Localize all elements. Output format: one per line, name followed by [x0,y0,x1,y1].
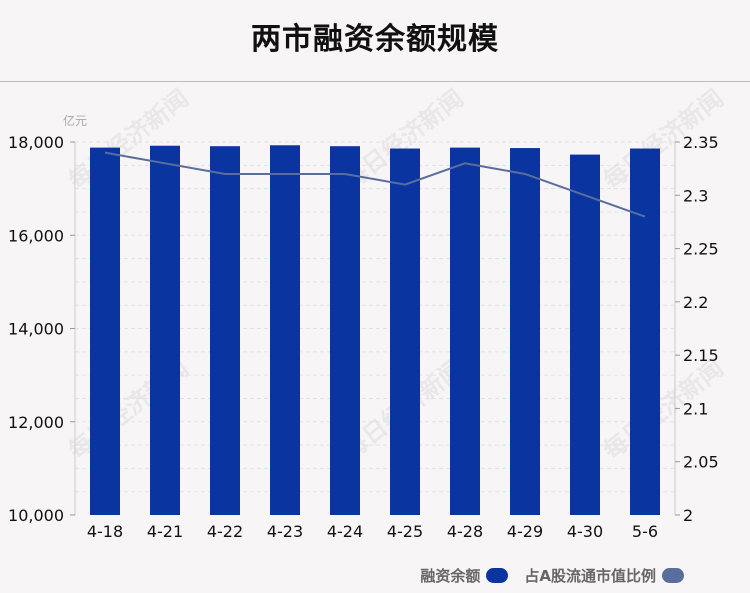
bar [630,148,660,515]
legend-item-ratio: 占A股流通市值比例 [524,565,684,586]
x-tick-label: 4-23 [267,522,303,541]
bar [450,147,480,515]
bar [330,146,360,516]
legend-label-ratio: 占A股流通市值比例 [524,566,656,585]
y-tick-label: 14,000 [8,320,64,339]
legend-item-balance: 融资余额 [420,565,509,586]
y2-tick-label: 2.25 [683,240,719,259]
chart-title: 两市融资余额规模 [251,22,499,57]
y2-tick-label: 2.2 [683,293,708,312]
y-tick-label: 16,000 [8,226,64,245]
y-tick-label: 12,000 [8,413,64,432]
y-axis-unit: 亿元 [63,113,87,128]
x-tick-label: 4-30 [567,522,603,541]
bar [510,148,540,515]
x-tick-label: 5-6 [632,522,658,541]
y2-tick-label: 2.05 [683,453,719,472]
y2-tick-label: 2.15 [683,346,719,365]
x-tick-label: 4-21 [147,522,183,541]
legend-swatch-ratio [662,567,684,583]
x-tick-label: 4-25 [387,522,423,541]
legend: 融资余额 占A股流通市值比例 [404,563,684,587]
x-tick-label: 4-29 [507,522,543,541]
y2-tick-label: 2 [683,506,693,525]
title-divider [0,81,750,82]
bar [150,145,180,516]
bar [570,154,600,515]
x-tick-label: 4-22 [207,522,243,541]
x-tick-label: 4-18 [87,522,123,541]
x-tick-label: 4-28 [447,522,483,541]
x-tick-label: 4-24 [327,522,363,541]
ratio-line [104,151,646,218]
bar [390,148,420,515]
legend-swatch-balance [486,567,509,583]
y2-tick-label: 2.3 [683,186,708,205]
bar [90,147,120,515]
legend-label-balance: 融资余额 [420,566,481,585]
y-tick-label: 18,000 [8,133,64,152]
y2-tick-label: 2.35 [683,133,719,152]
bar [270,145,300,516]
y-tick-label: 10,000 [8,506,64,525]
y2-tick-label: 2.1 [683,399,708,418]
bar [210,146,240,516]
